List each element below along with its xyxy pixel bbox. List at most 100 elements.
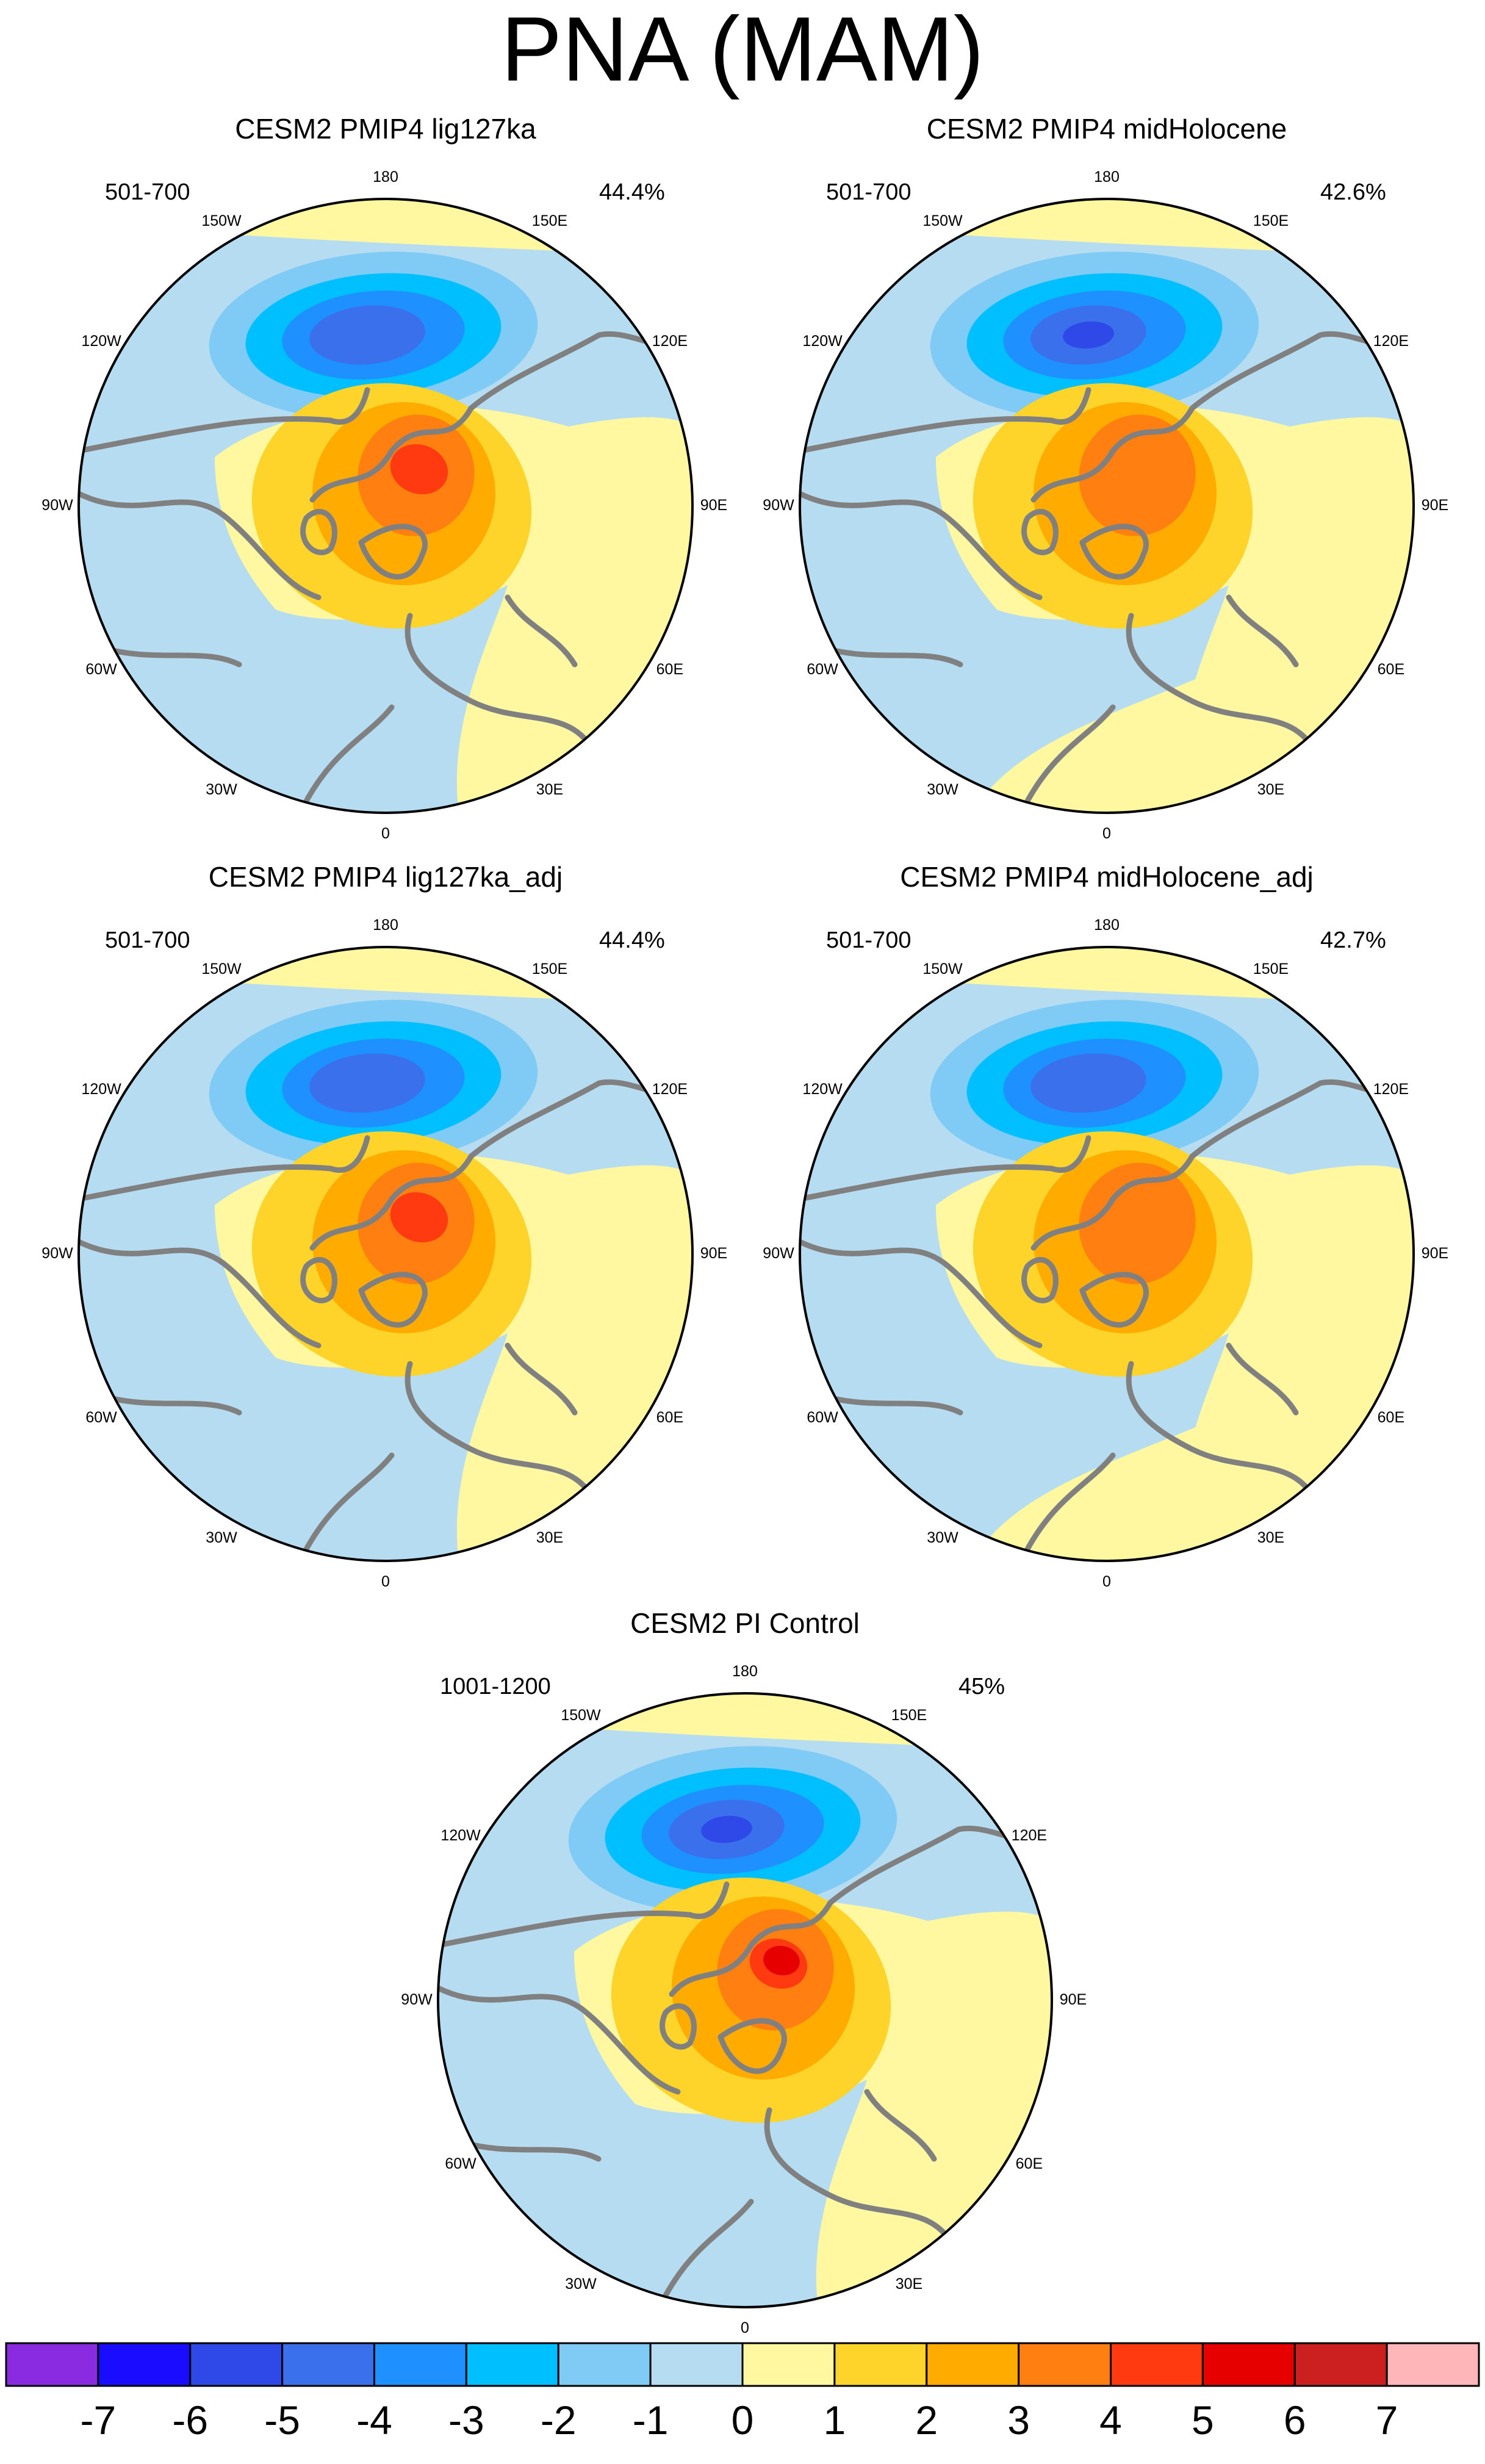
lon-label-p3-30W: 30W — [206, 1529, 237, 1546]
lon-label-p1-60W: 60W — [85, 661, 117, 678]
panel-title-p4: CESM2 PMIP4 midHolocene_adj — [900, 861, 1314, 893]
figure-title: PNA (MAM) — [501, 0, 984, 100]
lon-label-p3-120W: 120W — [81, 1081, 121, 1098]
panel-years-p3: 501-700 — [105, 928, 190, 953]
lon-label-p4-90E: 90E — [1421, 1245, 1449, 1262]
colorbar-box-15 — [1386, 2342, 1480, 2387]
colorbar-tick-label: -2 — [540, 2397, 577, 2443]
map-border-p1 — [77, 198, 694, 814]
colorbar-tick-label: -5 — [264, 2397, 300, 2443]
colorbar-box-13 — [1201, 2342, 1296, 2387]
lon-label-p1-30W: 30W — [206, 780, 237, 798]
colorbar-tick-label: 2 — [915, 2397, 938, 2443]
lon-label-p3-60E: 60E — [656, 1409, 684, 1426]
colorbar-tick-label: -7 — [80, 2397, 117, 2443]
colorbar-box-0 — [5, 2342, 99, 2387]
panel-title-p2: CESM2 PMIP4 midHolocene — [926, 113, 1287, 145]
lon-label-p5-150W: 150W — [561, 1707, 601, 1724]
colorbar-box-6 — [557, 2342, 652, 2387]
panel-variance-p4: 42.7% — [1320, 928, 1386, 953]
lon-label-p2-90W: 90W — [763, 497, 794, 514]
panel-title-p5: CESM2 PI Control — [630, 1607, 860, 1639]
lon-label-p2-120E: 120E — [1373, 333, 1409, 350]
colorbar-box-8 — [741, 2342, 836, 2387]
colorbar-tick-label: -1 — [632, 2397, 669, 2443]
lon-label-p2-90E: 90E — [1421, 497, 1449, 514]
lon-label-p3-150W: 150W — [201, 960, 242, 978]
lon-label-p2-180: 180 — [1094, 168, 1120, 186]
colorbar-box-12 — [1110, 2342, 1204, 2387]
lon-label-p2-120W: 120W — [802, 333, 843, 350]
map-p4 — [800, 947, 1414, 1561]
lon-label-p5-60W: 60W — [445, 2155, 476, 2172]
lon-label-p1-180: 180 — [373, 168, 398, 186]
panel-years-p2: 501-700 — [826, 179, 911, 205]
colorbar-tick-label: 4 — [1099, 2397, 1122, 2443]
lon-label-p5-180: 180 — [732, 1663, 758, 1680]
colorbar-box-10 — [926, 2342, 1020, 2387]
lon-label-p4-0: 0 — [1102, 1573, 1111, 1590]
lon-label-p5-120E: 120E — [1011, 1827, 1048, 1844]
panel-variance-p2: 42.6% — [1320, 179, 1386, 205]
panel-variance-p5: 45% — [958, 1674, 1005, 1699]
lon-label-p3-120E: 120E — [652, 1081, 688, 1098]
lon-label-p2-60E: 60E — [1377, 661, 1405, 678]
lon-label-p1-90E: 90E — [700, 497, 728, 514]
colorbar-box-4 — [373, 2342, 467, 2387]
colorbar-box-3 — [281, 2342, 375, 2387]
colorbar-tick-label: 6 — [1283, 2397, 1306, 2443]
lon-label-p3-90E: 90E — [700, 1245, 728, 1262]
colorbar-box-14 — [1293, 2342, 1388, 2387]
map-border-p4 — [799, 946, 1415, 1562]
colorbar-tick-label: 7 — [1375, 2397, 1398, 2443]
colorbar-tick-label: 1 — [823, 2397, 846, 2443]
panel-title-p1: CESM2 PMIP4 lig127ka — [235, 113, 536, 145]
lon-label-p3-0: 0 — [381, 1573, 390, 1590]
map-border-p3 — [77, 946, 694, 1562]
lon-label-p3-60W: 60W — [85, 1409, 117, 1426]
panel-years-p4: 501-700 — [826, 928, 911, 953]
map-border-p5 — [437, 1692, 1053, 2308]
lon-label-p1-120W: 120W — [81, 333, 121, 350]
lon-label-p1-150W: 150W — [201, 212, 242, 230]
panel-variance-p3: 44.4% — [599, 928, 665, 953]
panel-years-p5: 1001-1200 — [440, 1674, 551, 1699]
colorbar-tick-label: -4 — [356, 2397, 392, 2443]
lon-label-p5-30E: 30E — [895, 2275, 923, 2293]
lon-label-p2-30E: 30E — [1257, 780, 1285, 798]
lon-label-p3-180: 180 — [373, 917, 398, 934]
lon-label-p5-60E: 60E — [1015, 2155, 1043, 2172]
lon-label-p4-150E: 150E — [1253, 960, 1289, 978]
map-p5 — [438, 1693, 1052, 2307]
lon-label-p1-90W: 90W — [41, 497, 73, 514]
lon-label-p4-180: 180 — [1094, 917, 1120, 934]
colorbar-box-5 — [465, 2342, 559, 2387]
lon-label-p2-60W: 60W — [807, 661, 838, 678]
map-p1 — [79, 199, 692, 813]
colorbar-tick-label: 0 — [731, 2397, 754, 2443]
colorbar-box-1 — [97, 2342, 192, 2387]
lon-label-p5-120W: 120W — [440, 1827, 481, 1844]
lon-label-p5-90W: 90W — [401, 1991, 433, 2008]
lon-label-p2-0: 0 — [1102, 825, 1111, 842]
lon-label-p2-30W: 30W — [927, 780, 958, 798]
colorbar-box-11 — [1018, 2342, 1112, 2387]
lon-label-p4-60E: 60E — [1377, 1409, 1405, 1426]
lon-label-p2-150E: 150E — [1253, 212, 1289, 230]
panel-title-p3: CESM2 PMIP4 lig127ka_adj — [208, 861, 563, 893]
map-border-p2 — [799, 198, 1415, 814]
colorbar-box-9 — [833, 2342, 928, 2387]
lon-label-p3-90W: 90W — [41, 1245, 73, 1262]
lon-label-p4-120W: 120W — [802, 1081, 843, 1098]
panel-variance-p1: 44.4% — [599, 179, 665, 205]
colorbar-tick-label: 3 — [1007, 2397, 1030, 2443]
colorbar-box-7 — [649, 2342, 744, 2387]
lon-label-p5-30W: 30W — [565, 2275, 597, 2293]
lon-label-p1-120E: 120E — [652, 333, 688, 350]
colorbar-tick-label: -6 — [172, 2397, 209, 2443]
lon-label-p4-120E: 120E — [1373, 1081, 1409, 1098]
map-p3 — [79, 947, 692, 1561]
lon-label-p2-150W: 150W — [922, 212, 963, 230]
lon-label-p4-150W: 150W — [922, 960, 963, 978]
